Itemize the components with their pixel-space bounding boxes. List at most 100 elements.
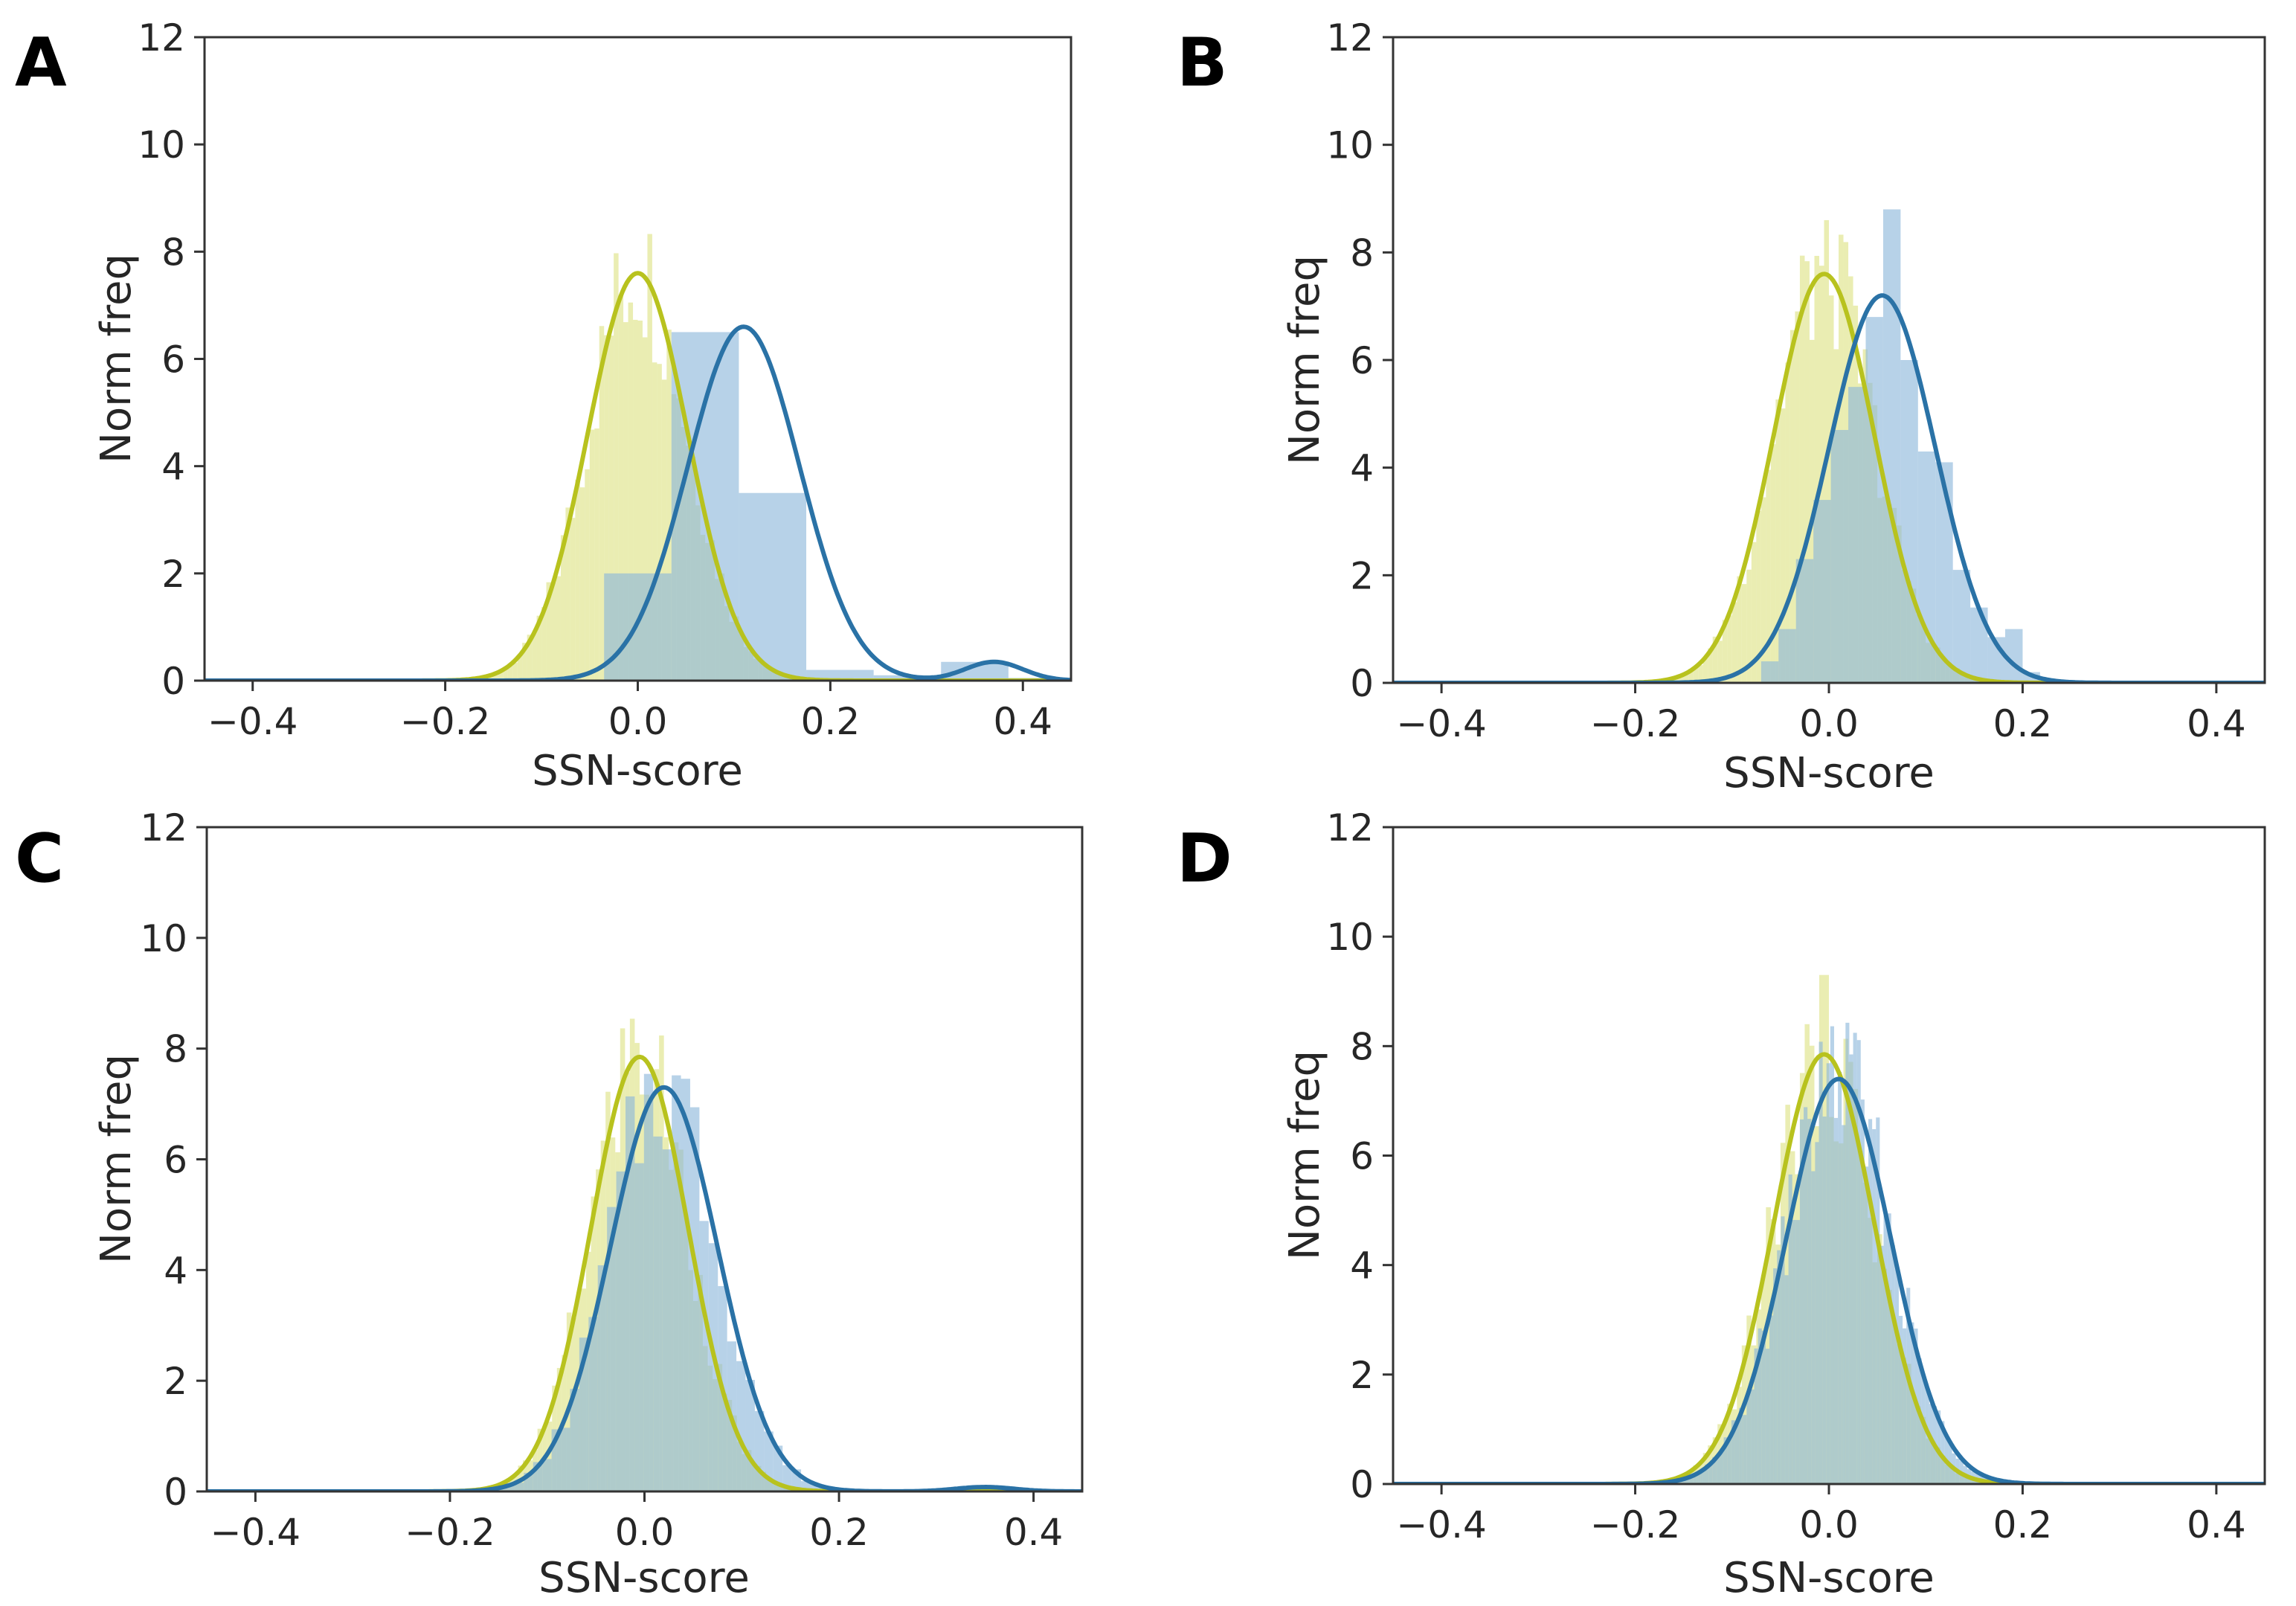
hist-bar-d-yellow-57	[1766, 1207, 1771, 1484]
panel-b: B −0.4 −0.2 0.0 0.2 0.4 0 2 4 6 8 10 12 SSN-score N…	[1177, 16, 2266, 797]
hist-bar-b-yellow-41	[1737, 576, 1742, 683]
hist-bar-b-yellow-50	[1780, 408, 1786, 683]
y-tick-label-b-3: 6	[1350, 339, 1374, 382]
hist-bar-b-blue-10	[1935, 462, 1953, 683]
hist-bar-d-blue-79	[1887, 1213, 1891, 1484]
hist-bar-d-blue-40	[1739, 1407, 1743, 1484]
x-tick-label-a-4: 0.4	[994, 700, 1053, 743]
hist-bar-d-blue-82	[1898, 1315, 1903, 1484]
hist-bar-b-blue-9	[1917, 451, 1936, 683]
y-tick-label-b-4: 8	[1350, 231, 1374, 274]
hist-bar-b-blue-12	[1970, 607, 1988, 683]
hist-bar-a-yellow-64	[657, 364, 662, 681]
hist-bar-a-yellow-60	[637, 320, 643, 681]
hist-bar-b-yellow-57	[1814, 255, 1819, 683]
hist-bar-d-blue-54	[1792, 1219, 1796, 1484]
hist-bar-b-yellow-48	[1770, 444, 1776, 683]
hist-bar-d-blue-37	[1727, 1438, 1731, 1484]
panel-a: A −0.4 −0.2 0.0 0.2 0.4 0 2 4 6 8 10 12 SSN-score N…	[15, 16, 1073, 795]
hist-bar-d-blue-53	[1788, 1174, 1792, 1484]
hist-bar-a-yellow-59	[633, 319, 638, 681]
y-tick-label-d-5: 10	[1326, 916, 1374, 959]
x-tick-label-a-3: 0.2	[801, 700, 861, 743]
hist-bar-b-blue-5	[1848, 387, 1866, 683]
y-tick-label-b-1: 2	[1350, 554, 1374, 597]
y-tick-label-b-5: 10	[1326, 124, 1374, 167]
y-tick-label-a-5: 10	[138, 123, 185, 167]
hist-bar-b-yellow-40	[1731, 602, 1737, 683]
hist-bar-d-blue-73	[1864, 1166, 1869, 1484]
kde-curve-a-blue	[205, 324, 1071, 681]
hist-bar-d-blue-71	[1856, 1040, 1861, 1484]
hist-bar-d-blue-92	[1937, 1410, 1941, 1484]
hist-bar-b-yellow-53	[1795, 311, 1800, 683]
hist-bar-a-yellow-49	[585, 469, 590, 681]
panel-label-b: B	[1177, 24, 1228, 102]
hist-bar-b-yellow-39	[1727, 615, 1732, 683]
hist-bar-d-blue-75	[1872, 1128, 1877, 1484]
panel-label-c: C	[15, 820, 64, 898]
hist-bar-a-yellow-46	[570, 518, 576, 681]
x-tick-label-b-4: 0.4	[2187, 702, 2246, 745]
hist-bar-d-blue-60	[1815, 1142, 1819, 1484]
hist-bar-b-blue-8	[1900, 360, 1918, 683]
hist-bar-d-blue-48	[1769, 1315, 1774, 1484]
x-tick-label-b-0: −0.4	[1396, 702, 1486, 745]
hist-bar-a-yellow-37	[527, 635, 533, 681]
hist-bar-a-blue-4	[873, 675, 942, 681]
x-tick-label-c-0: −0.4	[210, 1511, 300, 1554]
hist-bar-a-yellow-54	[608, 335, 614, 681]
hist-bar-a-yellow-44	[560, 535, 566, 681]
y-tick-label-a-0: 0	[161, 660, 185, 703]
hist-bar-d-blue-62	[1822, 1117, 1827, 1484]
hist-bar-d-blue-65	[1833, 1117, 1839, 1484]
y-tick-label-d-0: 0	[1350, 1463, 1374, 1506]
hist-bar-d-blue-72	[1860, 1099, 1865, 1484]
hist-bar-a-yellow-40	[541, 607, 547, 681]
hist-bar-d-blue-55	[1795, 1220, 1800, 1484]
hist-bar-a-yellow-55	[614, 253, 619, 681]
hist-bar-a-yellow-56	[618, 295, 624, 681]
y-tick-label-a-3: 6	[161, 338, 185, 382]
hist-bar-a-yellow-51	[594, 428, 599, 681]
hist-bar-d-blue-50	[1777, 1250, 1781, 1484]
y-tick-label-a-1: 2	[161, 553, 185, 596]
hist-bar-c-blue-20	[634, 1163, 644, 1491]
hist-bar-c-blue-16	[597, 1265, 608, 1491]
hist-bar-a-blue-3	[806, 669, 874, 681]
kde-curve-b-blue	[1393, 293, 2265, 683]
hist-bar-b-yellow-28	[1673, 676, 1679, 683]
hist-bar-b-yellow-47	[1766, 469, 1771, 683]
hist-bar-d-blue-58	[1807, 1119, 1812, 1484]
hist-bar-d-blue-78	[1883, 1212, 1888, 1484]
hist-bar-a-yellow-47	[575, 479, 580, 681]
kde-curve-c-yellow	[207, 1054, 1082, 1491]
hist-bar-d-blue-46	[1761, 1330, 1766, 1484]
hist-bar-c-blue-22	[653, 1136, 663, 1491]
hist-bar-d-blue-51	[1781, 1216, 1785, 1484]
x-tick-label-d-3: 0.2	[1993, 1503, 2053, 1546]
hist-bar-d-blue-69	[1849, 1054, 1853, 1484]
y-axis-label-d: Norm freq	[1281, 1050, 1329, 1260]
y-tick-label-c-2: 4	[164, 1249, 187, 1292]
hist-bar-a-yellow-53	[604, 335, 609, 681]
hist-bar-c-yellow-50	[547, 1422, 553, 1491]
hist-bar-d-blue-52	[1784, 1275, 1789, 1484]
hist-bar-a-yellow-33	[507, 665, 513, 681]
kde-curve-b-yellow	[1393, 272, 2265, 683]
hist-bar-b-blue-1	[1778, 629, 1796, 683]
kde-curve-a-yellow	[205, 271, 1071, 681]
hist-bar-d-blue-59	[1811, 1171, 1816, 1484]
hist-bar-d-blue-56	[1799, 1119, 1804, 1484]
hist-bar-c-blue-23	[662, 1149, 672, 1491]
hist-bar-d-blue-77	[1879, 1245, 1884, 1484]
panel-d: D −0.4 −0.2 0.0 0.2 0.4 0 2 4 6 8 10 12 SSN-score N…	[1177, 806, 2266, 1602]
x-axis-label-b: SSN-score	[1723, 749, 1935, 797]
y-tick-label-d-2: 4	[1350, 1244, 1374, 1288]
hist-bar-a-yellow-38	[532, 632, 537, 681]
hist-bar-d-blue-57	[1804, 1107, 1808, 1484]
y-tick-label-d-4: 8	[1350, 1025, 1374, 1068]
hist-bar-a-yellow-45	[565, 507, 570, 681]
hist-bar-c-blue-7	[514, 1483, 524, 1491]
hist-bar-c-blue-25	[681, 1079, 690, 1491]
